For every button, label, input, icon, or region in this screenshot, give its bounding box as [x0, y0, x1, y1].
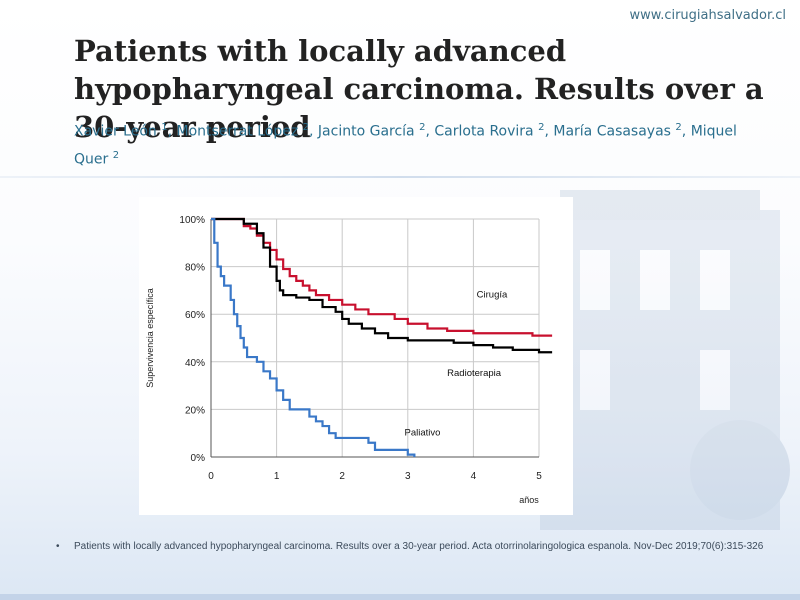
x-axis-label: años: [519, 495, 539, 505]
header-divider: [0, 176, 800, 178]
x-tick-label: 3: [405, 471, 411, 482]
author-name[interactable]: Montserrat López: [176, 123, 299, 140]
x-tick-label: 1: [274, 471, 280, 482]
author-name[interactable]: Jacinto García: [317, 123, 415, 140]
y-tick-label: 100%: [179, 215, 205, 226]
footnote-bullet: •: [56, 541, 60, 552]
author-affiliation[interactable]: 2: [302, 122, 310, 133]
y-tick-label: 60%: [185, 310, 205, 321]
author-name[interactable]: María Casasayas: [553, 123, 671, 140]
series-label: Cirugía: [477, 290, 508, 301]
series-line-radioterapia: [211, 217, 553, 354]
y-tick-label: 20%: [185, 405, 205, 416]
author-affiliation[interactable]: 1: [161, 122, 168, 133]
survival-chart: 0% 20% 40% 60% 80% 100% 0 1 2 3 4 5 Supervivencia es…: [139, 197, 573, 515]
slide-title: Patients with locally advanced hypophary…: [74, 34, 764, 144]
series-line-cirugía: [211, 217, 553, 337]
bottom-bar: [0, 594, 800, 600]
author-list: Xavier León 1, Montserrat López 2, Jacin…: [74, 122, 737, 168]
author-affiliation[interactable]: 2: [538, 122, 545, 133]
x-tick-label: 2: [339, 471, 345, 482]
author-name[interactable]: Miquel Quer: [74, 123, 737, 168]
x-tick-label: 0: [208, 471, 214, 482]
series-line-paliativo: [211, 217, 416, 457]
y-tick-label: 40%: [185, 358, 205, 369]
author-name[interactable]: Xavier León: [74, 123, 157, 140]
y-tick-label: 80%: [185, 263, 205, 274]
y-tick-label: 0%: [191, 453, 206, 464]
x-tick-label: 4: [471, 471, 477, 482]
site-url[interactable]: www.cirugiahsalvador.cl: [629, 8, 786, 23]
x-tick-label: 5: [536, 471, 542, 482]
y-axis-label: Supervivencia específica: [145, 288, 155, 388]
author-affiliation[interactable]: 2: [419, 122, 426, 133]
author-name[interactable]: Carlota Rovira: [434, 123, 534, 140]
series-label: Radioterapia: [447, 368, 502, 379]
survival-chart-svg: 0% 20% 40% 60% 80% 100% 0 1 2 3 4 5 Supervivencia es…: [145, 215, 553, 505]
footnote-text: Patients with locally advanced hypophary…: [74, 541, 764, 552]
series-label: Paliativo: [405, 428, 441, 439]
author-affiliation[interactable]: 2: [112, 149, 120, 161]
author-affiliation[interactable]: 2: [675, 122, 682, 133]
